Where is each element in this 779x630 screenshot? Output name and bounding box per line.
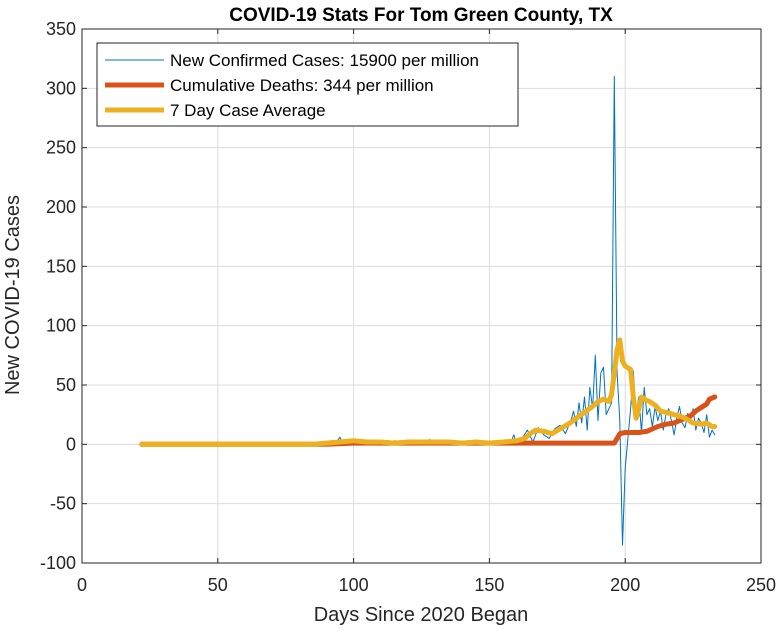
plot-area bbox=[139, 76, 718, 546]
y-tick-label: 300 bbox=[46, 78, 76, 98]
legend-entry: Cumulative Deaths: 344 per million bbox=[170, 76, 434, 95]
legend-entry: 7 Day Case Average bbox=[170, 101, 326, 120]
y-tick-label: 0 bbox=[66, 434, 76, 454]
y-tick-label: 100 bbox=[46, 316, 76, 336]
axes-box bbox=[81, 28, 762, 564]
x-tick-label: 100 bbox=[339, 575, 369, 595]
x-axis-label: Days Since 2020 Began bbox=[314, 604, 529, 626]
chart-title: COVID-19 Stats For Tom Green County, TX bbox=[229, 5, 613, 26]
y-tick-label: -50 bbox=[50, 494, 76, 514]
legend-box bbox=[96, 42, 519, 127]
y-tick-label: 350 bbox=[46, 19, 76, 39]
legend-entry: New Confirmed Cases: 15900 per million bbox=[170, 51, 479, 70]
seven-day-average-line bbox=[139, 337, 718, 447]
y-tick-label: 200 bbox=[46, 197, 76, 217]
legend: New Confirmed Cases: 15900 per million Cu… bbox=[96, 42, 519, 127]
y-tick-label: -100 bbox=[40, 553, 76, 573]
x-tick-label: 150 bbox=[474, 575, 504, 595]
x-tick-label: 0 bbox=[77, 575, 87, 595]
x-tick-label: 250 bbox=[746, 575, 776, 595]
y-tick-label: 50 bbox=[56, 375, 76, 395]
x-tick-label: 50 bbox=[208, 575, 228, 595]
x-tick-label: 200 bbox=[610, 575, 640, 595]
y-axis-label: New COVID-19 Cases bbox=[2, 195, 24, 395]
y-tick-label: 250 bbox=[46, 138, 76, 158]
ticks: 0 50 100 150 200 250 -100 -50 0 50 100 150 200 250 300… bbox=[40, 19, 776, 595]
y-tick-label: 150 bbox=[46, 256, 76, 276]
